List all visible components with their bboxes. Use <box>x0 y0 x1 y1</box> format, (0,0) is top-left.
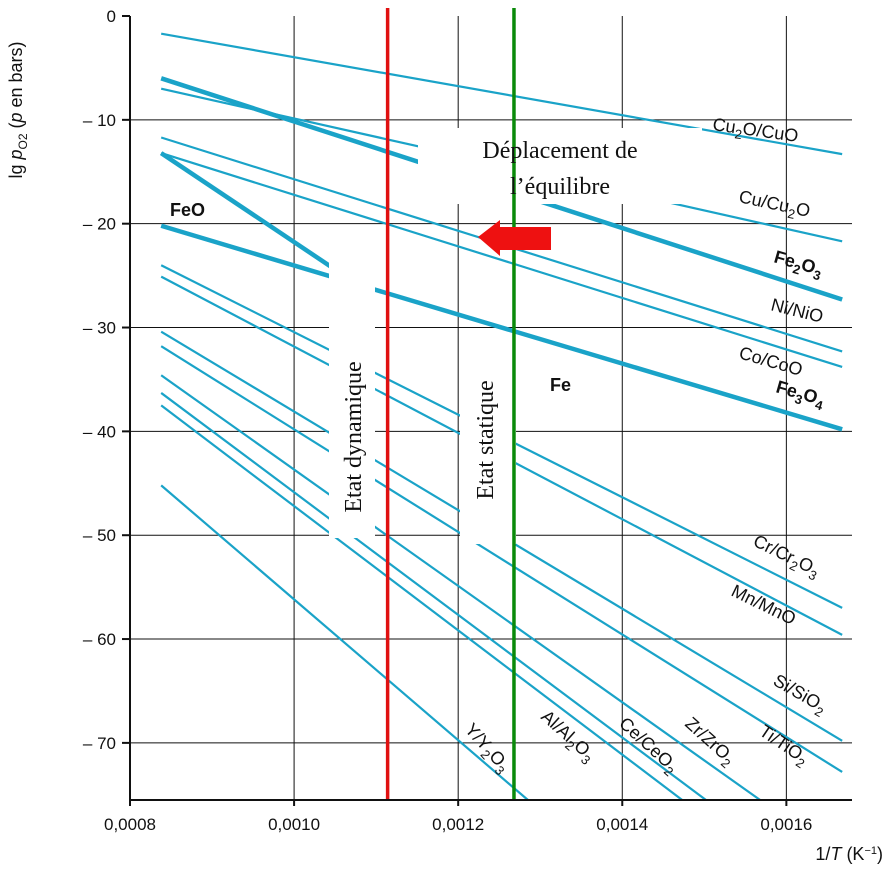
annotation-mask-dynamique <box>329 262 375 538</box>
y-tick-label: – 50 <box>83 526 116 545</box>
series-line-cu2o-cuo <box>160 32 843 156</box>
axes <box>129 16 852 802</box>
region-feo-label: FeO <box>170 200 205 220</box>
series-line-zr-zro2 <box>160 374 761 801</box>
annotation-mask-statique <box>460 334 516 544</box>
label-mn-mno: Mn/MnO <box>728 581 799 629</box>
label-co-coo: Co/CoO <box>737 343 805 380</box>
annotation-mask-shift <box>418 128 702 204</box>
x-tick-label: 0,0014 <box>596 815 648 834</box>
label-al-al2o3: Al/Al2O3 <box>535 706 600 768</box>
series-line-y-y2o3 <box>160 484 529 801</box>
vline-label-dynamique: Etat dynamique <box>341 361 367 512</box>
shift-arrow <box>478 220 551 256</box>
y-tick-label: – 60 <box>83 630 116 649</box>
y-tick-label: – 40 <box>83 422 116 441</box>
series-line-al-al2o3 <box>160 404 683 801</box>
y-tick-label: – 70 <box>83 734 116 753</box>
x-tick-label: 0,0010 <box>268 815 320 834</box>
label-si-sio2: Si/SiO2 <box>768 670 830 720</box>
y-tick-label: 0 <box>107 7 116 26</box>
vertical-lines <box>385 8 516 800</box>
tick-labels: 0 – 10 – 20 – 30 – 40 – 50 – 60 – 70 0,0008 0,001… <box>83 7 812 834</box>
shift-annotation-line1: Déplacement de <box>482 138 637 164</box>
series-line-fe3o4 <box>160 223 843 432</box>
y-tick-label: – 30 <box>83 319 116 338</box>
series-line-ti-tio2 <box>160 345 843 773</box>
x-tick-label: 0,0016 <box>760 815 812 834</box>
label-fe3o4: Fe3O4 <box>773 377 828 414</box>
label-ce-ceo2: Ce/CeO2 <box>613 713 683 779</box>
label-ni-nio: Ni/NiO <box>769 294 825 326</box>
series-line-feo <box>159 151 361 288</box>
x-axis-label: 1/T (K−1) <box>815 844 883 864</box>
label-ti-tio2: Ti/TiO2 <box>754 721 813 772</box>
x-tick-label: 0,0008 <box>104 815 156 834</box>
y-tick-label: – 20 <box>83 215 116 234</box>
region-fe-label: Fe <box>550 375 571 395</box>
annotation-masks <box>329 128 702 544</box>
vline-label-statique: Etat statique <box>473 380 499 499</box>
y-axis-label: lg pO2 (p en bars) <box>6 41 30 178</box>
shift-annotation-line2: l’équilibre <box>510 174 610 200</box>
y-tick-label: – 10 <box>83 111 116 130</box>
x-tick-label: 0,0012 <box>432 815 484 834</box>
series-line-ce-ceo2 <box>160 392 707 801</box>
series-line-co-coo <box>160 152 843 369</box>
